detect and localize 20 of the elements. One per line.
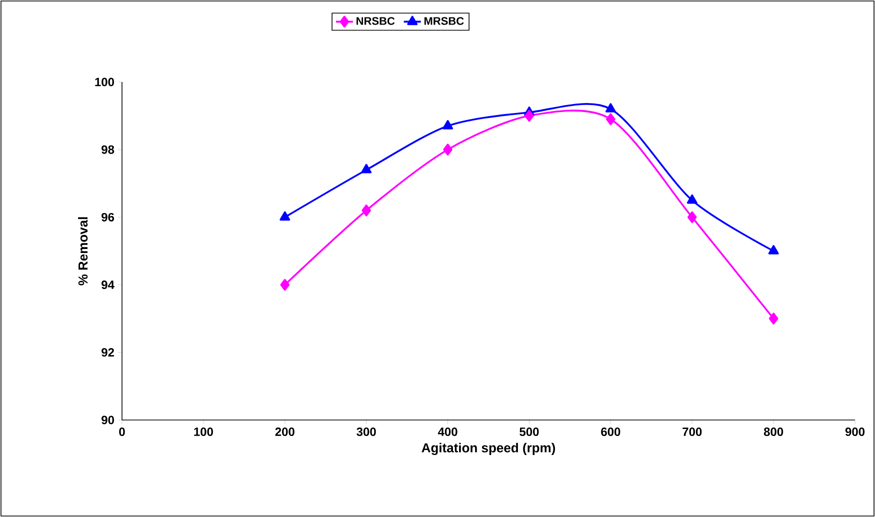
y-tick-label: 100 [95,78,114,86]
x-tick-label: 500 [520,428,539,436]
legend-label: MRSBC [424,17,464,25]
x-axis-title: Agitation speed (rpm) [422,442,556,456]
y-tick-label: 98 [102,145,114,154]
x-tick-label: 800 [764,428,784,436]
x-tick-label: 700 [682,428,702,436]
y-tick-label: 92 [102,348,114,357]
x-tick-label: 400 [438,428,458,436]
x-tick-label: 200 [275,428,294,436]
y-tick-label: 96 [102,212,114,222]
legend-label: NRSBC [356,17,395,25]
x-tick-label: 900 [845,428,865,436]
x-tick-label: 300 [356,428,376,436]
y-tick-label: 90 [102,416,114,424]
x-tick-label: 100 [194,428,213,436]
y-tick-label: 94 [102,280,114,290]
x-tick-label: 0 [119,428,125,436]
x-tick-label: 600 [601,428,620,436]
y-axis-title: % Removal [78,217,88,286]
